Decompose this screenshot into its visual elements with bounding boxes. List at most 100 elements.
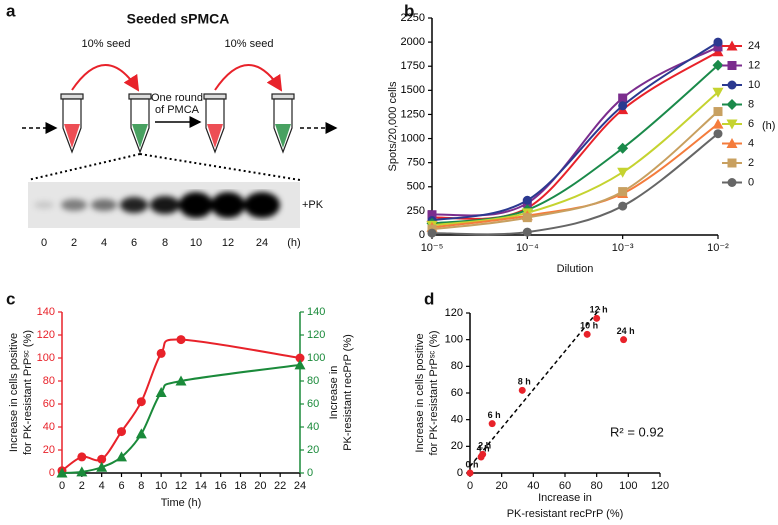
series-line — [431, 132, 719, 236]
step-label: of PMCA — [155, 104, 200, 116]
y-tick-label: 60 — [451, 387, 463, 399]
y-tick-label: 120 — [445, 307, 463, 319]
x-tick-label: 40 — [527, 480, 539, 492]
y2-tick-label: 120 — [307, 329, 325, 341]
y2-tick-label: 40 — [307, 421, 319, 433]
zoom-line — [139, 153, 301, 181]
y-tick-label: 100 — [445, 334, 463, 346]
point — [518, 386, 526, 394]
trendline — [469, 308, 601, 467]
point — [76, 466, 88, 477]
lane-label: 2 — [71, 237, 77, 249]
point — [477, 453, 485, 461]
legend-marker — [726, 40, 738, 51]
point — [116, 451, 127, 462]
y-tick-label: 0 — [49, 467, 55, 479]
y-tick-label: 750 — [407, 157, 425, 169]
x-tick-label: 10 — [155, 480, 167, 492]
y-tick-label: 100 — [37, 352, 55, 364]
point — [466, 469, 474, 477]
point — [712, 87, 724, 98]
panel-label: d — [424, 289, 434, 308]
point — [96, 461, 108, 472]
y-tick-label: 40 — [43, 421, 55, 433]
legend-marker — [726, 138, 738, 148]
x-tick-label: 22 — [274, 480, 286, 492]
point — [712, 118, 724, 129]
y-tick-label: 1000 — [401, 132, 425, 144]
y-tick-label: 250 — [407, 205, 425, 217]
y2-tick-label: 0 — [307, 467, 313, 479]
x-tick-label: 16 — [215, 480, 227, 492]
point — [617, 167, 629, 178]
x-tick-label: 4 — [99, 480, 105, 492]
series-line — [431, 50, 719, 220]
point — [713, 42, 723, 52]
y-tick-label: 20 — [451, 440, 463, 452]
x-tick-label: 0 — [467, 480, 473, 492]
y2-tick-label: 60 — [307, 398, 319, 410]
y2-tick-label: 80 — [307, 375, 319, 387]
y-axis-label: for PK-resistant PrPˢᶜ (%) — [428, 331, 440, 456]
point — [135, 428, 147, 439]
legend-marker — [726, 119, 738, 130]
y-tick-label: 60 — [43, 398, 55, 410]
y2-tick-label: 100 — [307, 352, 325, 364]
point — [712, 59, 724, 71]
seed-label: 10% seed — [82, 38, 131, 50]
series-line — [431, 110, 719, 231]
x-tick-label: 10⁻³ — [612, 242, 634, 254]
point-label: 12 h — [590, 305, 608, 315]
point — [295, 353, 305, 363]
point — [427, 228, 437, 238]
x-tick-label: 12 — [175, 480, 187, 492]
y-tick-label: 120 — [37, 329, 55, 341]
point — [156, 348, 166, 358]
point — [583, 330, 591, 338]
x-axis-label: Time (h) — [161, 497, 202, 509]
point — [713, 37, 723, 47]
y-tick-label: 40 — [451, 414, 463, 426]
seed-label: 10% seed — [225, 38, 274, 50]
y2-axis-label: PK-resistant recPrP (%) — [342, 334, 354, 451]
y-tick-label: 0 — [457, 467, 463, 479]
point — [97, 454, 107, 464]
x-tick-label: 6 — [118, 480, 124, 492]
legend-label: 6 — [748, 118, 754, 130]
point-label: 6 h — [488, 410, 501, 420]
point-label: 2 h — [478, 441, 491, 451]
legend-label: 12 — [748, 59, 760, 71]
gel-label: +PK — [302, 199, 324, 211]
x-tick-label: 24 — [294, 480, 306, 492]
y-tick-label: 0 — [419, 229, 425, 241]
point — [617, 142, 629, 154]
y-axis-label: Increase in cells positive — [8, 333, 20, 452]
point — [618, 93, 628, 103]
point — [117, 427, 126, 437]
point — [618, 101, 628, 111]
legend-title: (h) — [762, 120, 775, 132]
point — [522, 227, 532, 237]
legend-label: 0 — [748, 176, 754, 188]
lane-label: 6 — [131, 237, 137, 249]
series-line — [431, 123, 719, 229]
point — [522, 195, 532, 205]
x-axis-label: Dilution — [557, 263, 594, 275]
lane-label: 4 — [101, 237, 107, 249]
x-tick-label: 120 — [651, 480, 669, 492]
panel-label: c — [6, 289, 15, 308]
y-axis-label: for PK-resistant PrPˢᶜ (%) — [22, 330, 34, 455]
y2-tick-label: 20 — [307, 444, 319, 456]
x-tick-label: 100 — [619, 480, 637, 492]
x-axis-label: PK-resistant recPrP (%) — [507, 508, 624, 520]
x-tick-label: 10⁻⁵ — [421, 242, 444, 254]
point — [175, 375, 187, 386]
y-tick-label: 2000 — [401, 36, 425, 48]
panel-a: a Seeded sPMCA 10% seed 10% seed One rou… — [6, 1, 338, 228]
y2-tick-label: 140 — [307, 306, 325, 318]
legend-marker — [727, 61, 737, 70]
legend-label: 24 — [748, 40, 760, 52]
x-tick-label: 10⁻² — [707, 242, 729, 254]
y2-axis-label: Increase in — [328, 366, 340, 420]
